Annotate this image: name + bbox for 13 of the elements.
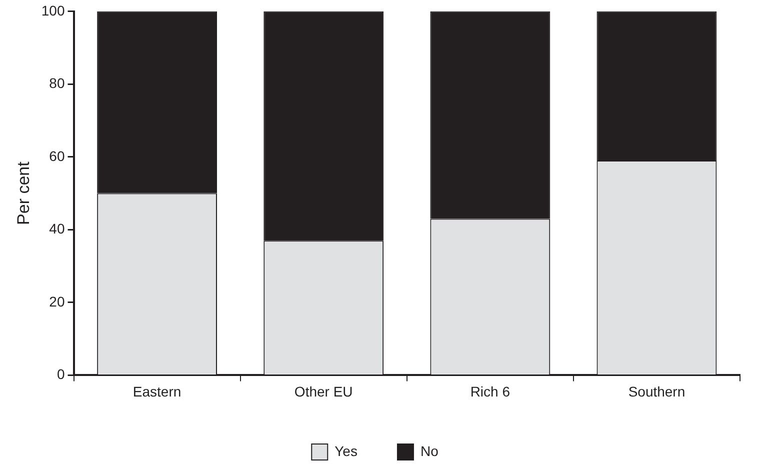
y-tick-label: 40	[49, 220, 65, 237]
x-tick-label: Eastern	[132, 383, 182, 400]
x-tick-label: Southern	[628, 383, 686, 400]
y-tick-label: 100	[41, 2, 65, 18]
y-tick-label: 0	[56, 366, 65, 382]
legend-label: No	[420, 442, 439, 459]
y-tick-label: 60	[49, 148, 65, 164]
y-tick-label: 20	[49, 293, 65, 310]
y-tick-label: 80	[49, 75, 65, 92]
y-axis-title: Per cent	[14, 161, 33, 225]
legend-label: Yes	[334, 442, 358, 459]
x-tick-label: Rich 6	[470, 383, 510, 400]
x-tick-label: Other EU	[294, 383, 353, 400]
